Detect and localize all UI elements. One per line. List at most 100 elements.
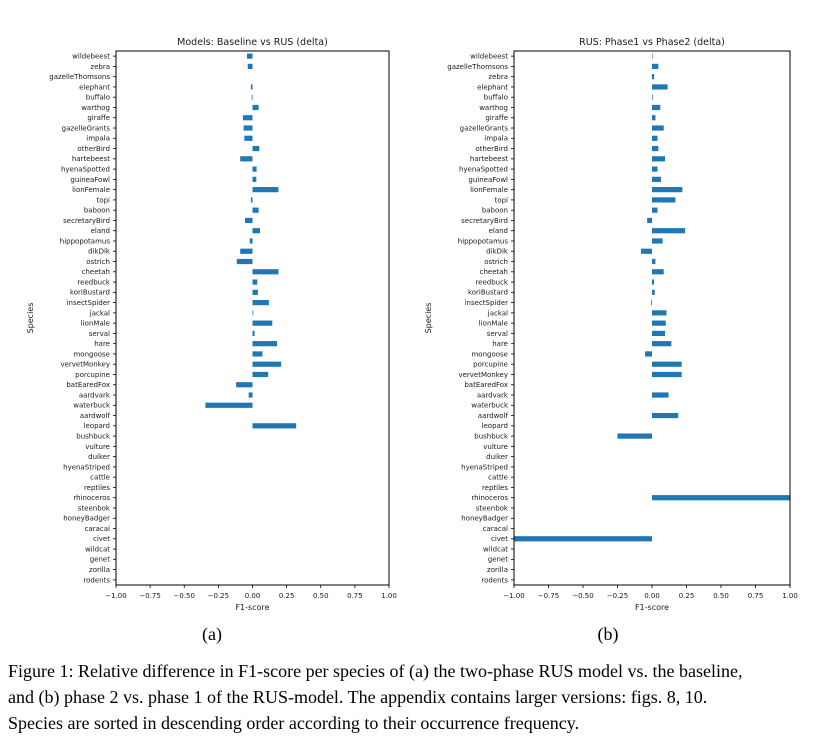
bar-hartebeest <box>652 156 666 162</box>
y-tick-label-otherBird: otherBird <box>77 145 110 153</box>
bar-topi <box>652 197 676 203</box>
bar-batEaredFox <box>236 382 253 388</box>
bar-zebra <box>247 63 253 70</box>
y-tick-label-hippopotamus: hippopotamus <box>60 237 111 245</box>
y-tick-label-giraffe: giraffe <box>485 114 508 122</box>
bar-elephant <box>250 84 253 90</box>
y-tick-label-hare: hare <box>492 340 508 348</box>
x-tick-label: 0.50 <box>713 592 729 600</box>
y-tick-label-gazelleGrants: gazelleGrants <box>460 124 509 132</box>
bar-cheetah <box>252 269 279 275</box>
x-tick-label: 0.50 <box>313 592 329 600</box>
bar-koriBustard <box>652 289 655 295</box>
bar-guineaFowl <box>652 176 661 182</box>
y-tick-label-aardvark: aardvark <box>79 391 111 399</box>
bar-buffalo <box>251 94 253 100</box>
x-tick-label: −0.75 <box>139 592 160 600</box>
y-tick-label-vulture: vulture <box>85 443 110 451</box>
y-tick-label-porcupine: porcupine <box>473 361 508 369</box>
bar-zebra <box>652 74 655 80</box>
y-tick-label-wildebeest: wildebeest <box>470 53 508 61</box>
caption-line-3: Species are sorted in descending order a… <box>8 713 580 733</box>
y-tick-label-reptiles: reptiles <box>482 484 508 492</box>
x-tick-label: −0.50 <box>174 592 195 600</box>
bar-hare <box>652 341 672 347</box>
y-tick-label-rodents: rodents <box>481 576 508 584</box>
x-tick-label: 1.00 <box>381 592 397 600</box>
x-tick-label: −0.75 <box>538 592 559 600</box>
chart-a-xlabel: F1-score <box>235 603 269 612</box>
bar-lionFemale <box>252 187 279 193</box>
y-tick-label-zorilla: zorilla <box>487 566 508 574</box>
bar-cheetah <box>652 269 664 275</box>
y-tick-label-guineaFowl: guineaFowl <box>70 176 110 184</box>
bar-otherBird <box>652 145 659 152</box>
bar-aardvark <box>248 392 253 398</box>
y-tick-label-caracal: caracal <box>483 525 508 533</box>
y-tick-label-giraffe: giraffe <box>87 114 110 122</box>
y-tick-label-leopard: leopard <box>482 422 508 430</box>
y-tick-label-rodents: rodents <box>83 576 110 584</box>
bar-porcupine <box>652 361 682 367</box>
bar-guineaFowl <box>252 176 257 182</box>
y-tick-label-insectSpider: insectSpider <box>67 299 111 307</box>
y-tick-label-otherBird: otherBird <box>475 145 508 153</box>
subfigure-a-label: (a) <box>202 624 222 644</box>
y-tick-label-koriBustard: koriBustard <box>70 289 110 297</box>
y-tick-label-honeyBadger: honeyBadger <box>63 515 110 523</box>
y-tick-label-ostrich: ostrich <box>86 258 110 266</box>
y-tick-label-topi: topi <box>97 196 110 204</box>
bar-secretaryBird <box>647 217 652 224</box>
bar-eland <box>252 228 261 234</box>
y-tick-label-baboon: baboon <box>482 207 508 215</box>
y-tick-label-lionMale: lionMale <box>479 320 508 328</box>
bar-leopard <box>252 423 297 429</box>
figure-caption: Figure 1: Relative difference in F1-scor… <box>8 658 822 736</box>
y-tick-label-impala: impala <box>484 135 508 143</box>
bar-buffalo <box>652 94 653 100</box>
y-tick-label-bushbuck: bushbuck <box>474 432 509 440</box>
y-tick-label-steenbok: steenbok <box>78 504 111 512</box>
chart-a: wildebeest zebra gazelleThomsons elephant bu… <box>26 37 397 612</box>
y-tick-label-zebra: zebra <box>488 73 508 81</box>
x-tick-label: −0.25 <box>607 592 628 600</box>
bar-giraffe <box>652 115 656 121</box>
chart-a-ylabel: Species <box>26 303 35 334</box>
bar-wildebeest <box>247 53 253 59</box>
bar-hyenaSpotted <box>652 166 658 172</box>
x-tick-label: 0.25 <box>279 592 295 600</box>
y-tick-label-hyenaSpotted: hyenaSpotted <box>459 165 508 173</box>
y-tick-label-secretaryBird: secretaryBird <box>63 217 110 225</box>
y-tick-label-lionFemale: lionFemale <box>470 186 508 194</box>
bar-lionMale <box>252 320 273 326</box>
y-tick-label-jackal: jackal <box>89 309 110 317</box>
bar-gazelleGrants <box>243 125 253 131</box>
x-tick-label: −1.00 <box>503 592 524 600</box>
plot-frame <box>513 50 791 586</box>
y-tick-label-topi: topi <box>495 196 508 204</box>
bar-hippopotamus <box>249 238 253 244</box>
y-tick-label-hippopotamus: hippopotamus <box>458 237 509 245</box>
x-tick-label: 1.00 <box>782 592 798 600</box>
bar-otherBird <box>252 145 260 152</box>
y-tick-label-dikDik: dikDik <box>88 248 111 256</box>
y-tick-label-lionMale: lionMale <box>81 320 110 328</box>
y-tick-label-duiker: duiker <box>486 453 508 461</box>
y-tick-label-cattle: cattle <box>90 474 110 482</box>
y-tick-label-waterbuck: waterbuck <box>471 402 509 410</box>
bar-reedbuck <box>652 279 655 285</box>
plot-frame <box>115 50 390 586</box>
bar-koriBustard <box>252 289 258 295</box>
bar-serval <box>252 330 255 337</box>
bar-elephant <box>652 84 668 90</box>
y-tick-label-wildcat: wildcat <box>483 545 508 553</box>
bar-jackal <box>252 310 254 316</box>
bar-hare <box>252 341 278 347</box>
bar-civet <box>514 536 652 542</box>
x-tick-label: −0.25 <box>208 592 229 600</box>
y-tick-label-mongoose: mongoose <box>73 350 110 358</box>
bar-wildebeest <box>652 53 653 59</box>
bar-dikDik <box>240 248 253 254</box>
chart-b: wildebeest gazelleThomsons zebra elephant bu… <box>424 37 798 612</box>
bar-hyenaSpotted <box>252 166 257 172</box>
